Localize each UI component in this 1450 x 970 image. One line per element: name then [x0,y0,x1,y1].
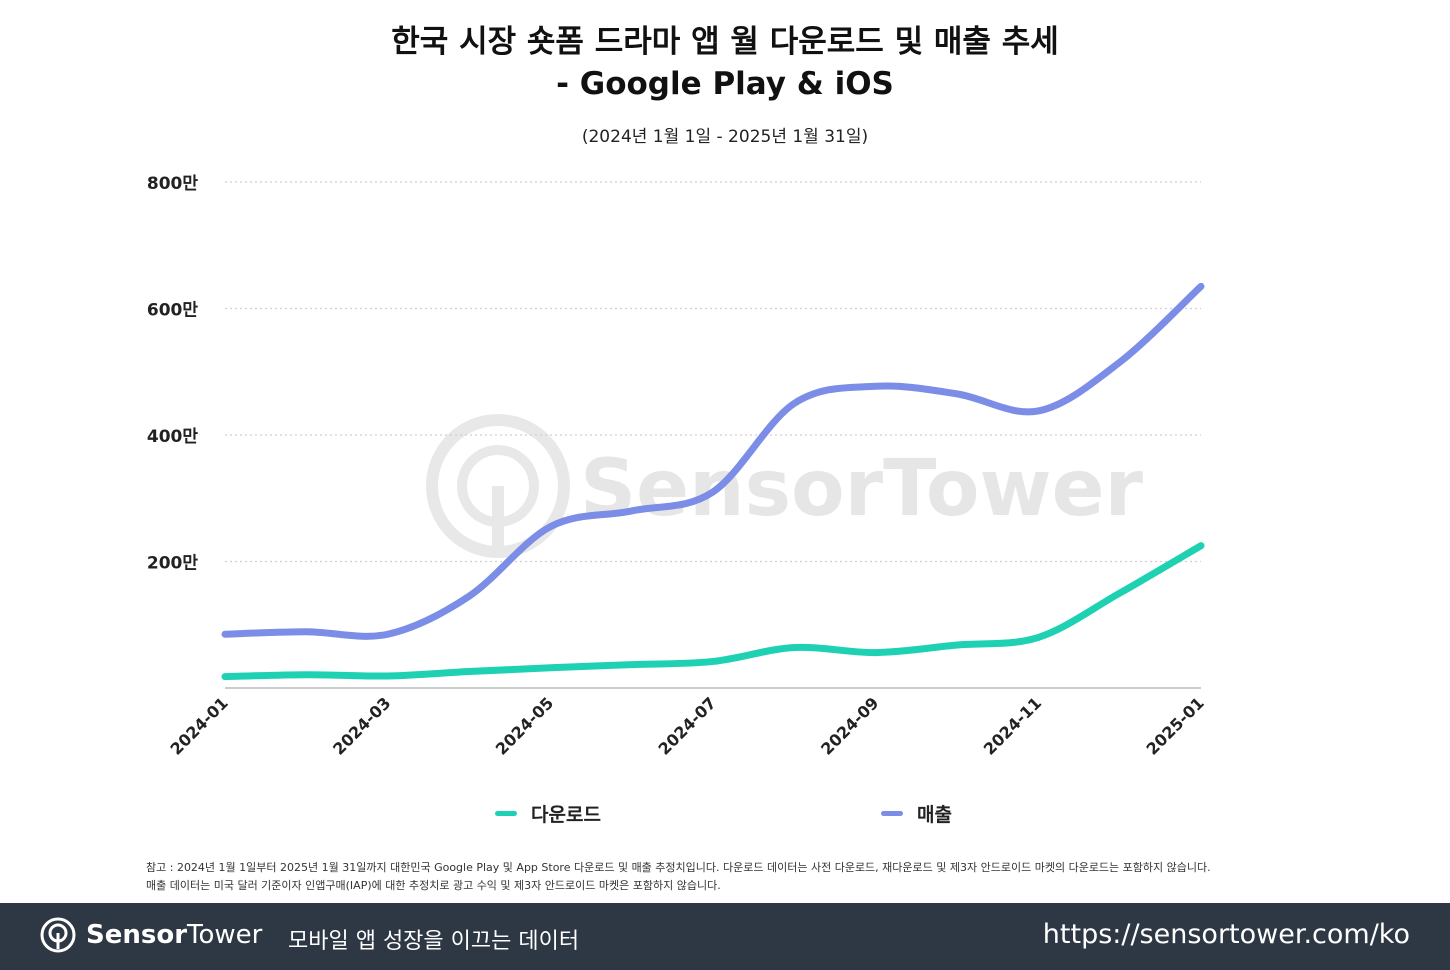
legend-label-revenue: 매출 [917,804,952,826]
legend-item-downloads: 다운로드 [495,800,601,827]
footer-url[interactable]: https://sensortower.com/ko [1042,919,1410,950]
footer-brand: Sensor Tower [40,917,262,953]
y-tick-label: 200만 [147,554,198,574]
y-tick-label: 400만 [147,427,198,447]
legend-item-revenue: 매출 [881,800,952,827]
x-tick-label: 2024-03 [329,693,394,758]
watermark-logo-icon [426,414,570,558]
legend-swatch-downloads [495,811,517,816]
chart-title-line1: 한국 시장 숏폼 드라마 앱 월 다운로드 및 매출 추세 [391,24,1059,60]
x-tick-label: 2024-09 [817,693,882,758]
series-line-downloads [221,542,1205,681]
legend-label-downloads: 다운로드 [531,804,601,826]
y-tick-label: 600만 [147,301,198,321]
footnote-line1: 참고 : 2024년 1월 1일부터 2025년 1월 31일까지 대한민국 G… [146,861,1211,874]
watermark: SensorTower [426,414,1143,558]
x-tick-label: 2024-11 [980,693,1045,758]
brand-name-bold: Sensor [86,920,188,950]
y-tick-label: 800만 [147,174,198,194]
x-tick-label: 2024-01 [166,693,231,758]
chart-title-line2: - Google Play & iOS [556,66,894,102]
footer-tagline: 모바일 앱 성장을 이끄는 데이터 [288,929,580,954]
chart-subtitle: (2024년 1월 1일 - 2025년 1월 31일) [581,127,869,147]
x-tick-label: 2024-05 [492,693,557,758]
line-chart: SensorTower 200만 400만 600만 800만 2024-01 2024… [147,174,1208,759]
footnote-line2: 매출 데이터는 미국 달러 기준이자 인앱구매(IAP)에 대한 추정치로 광고… [146,879,721,892]
legend-swatch-revenue [881,811,903,816]
watermark-text: SensorTower [580,444,1143,534]
footer-bar: Sensor Tower 모바일 앱 성장을 이끄는 데이터 https://se… [0,903,1450,970]
x-tick-label: 2024-07 [654,693,719,758]
brand-name-light: Tower [187,920,263,950]
x-tick-label: 2025-01 [1142,693,1207,758]
sensortower-logo-icon [40,917,76,953]
series-line-revenue [221,282,1205,640]
